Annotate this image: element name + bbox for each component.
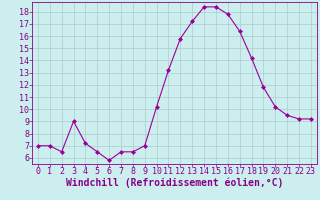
X-axis label: Windchill (Refroidissement éolien,°C): Windchill (Refroidissement éolien,°C) bbox=[66, 177, 283, 188]
